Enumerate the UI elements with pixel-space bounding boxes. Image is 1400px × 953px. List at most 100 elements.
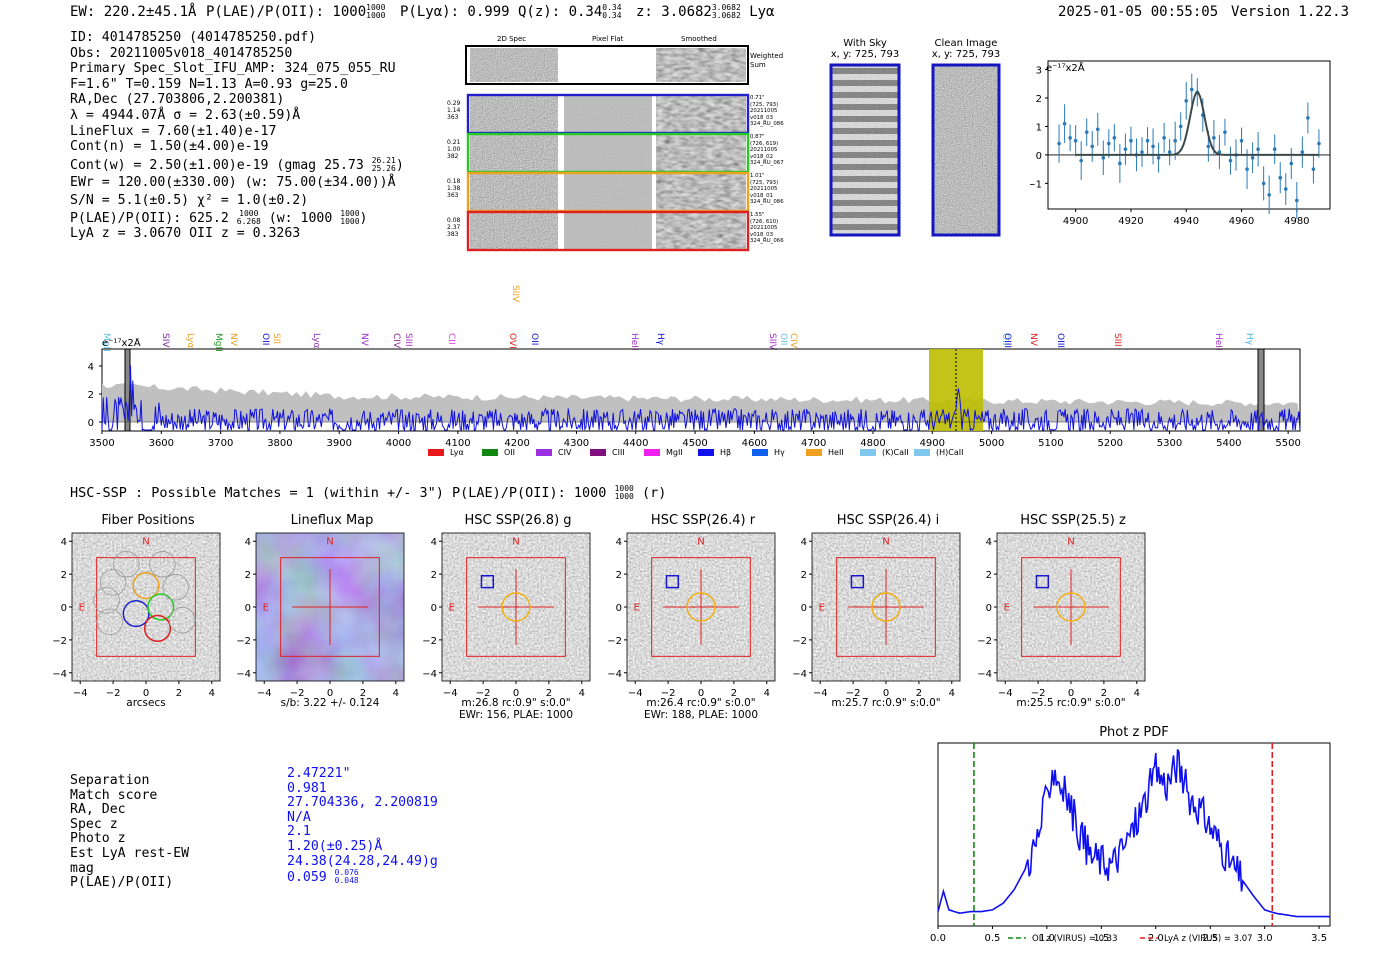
cutout-row-left-value: 363	[447, 114, 459, 121]
spectrum-xtick-label: 5200	[1097, 438, 1122, 449]
header-plae: P(LAE)/P(OII): 1000 1000 1000	[206, 4, 385, 21]
stamp-ytick-label: 2	[801, 570, 807, 581]
cutouts-panel	[465, 45, 750, 252]
spectrum-xtick-label: 3800	[267, 438, 292, 449]
stamp-caption: arcsecs	[126, 697, 166, 709]
stamp-xtick-label: 0	[327, 688, 333, 699]
cutout-row-right-value: v018_02	[750, 153, 774, 160]
spectrum-legend-label: Hβ	[720, 448, 732, 457]
spectrum-xtick-label: 4100	[445, 438, 470, 449]
zoom-point	[1184, 99, 1189, 103]
cutout-row-right-value: 20211005	[750, 186, 778, 193]
stamp-ytick-label: 0	[61, 603, 67, 614]
aperture-circle	[686, 592, 716, 622]
zoom-point	[1167, 150, 1172, 154]
stamp-caption-2: EWr: 188, PLAE: 1000	[643, 709, 759, 721]
clean-image-title: Clean Image x, y: 725, 793	[925, 38, 1007, 60]
cutout-col-header-pixelflat: Pixel Flat	[592, 35, 624, 43]
fiber-circle	[143, 614, 172, 642]
catalog-match-box	[1035, 575, 1050, 589]
compass-n: N	[142, 537, 149, 548]
spectrum-legend-label: MgII	[666, 448, 683, 457]
fiber-circle	[147, 593, 175, 621]
info-radec: RA,Dec (27.703806,2.200381)	[70, 92, 285, 108]
info-obs: Obs: 20211005v018_4014785250	[70, 45, 293, 61]
stamp-xtick-label: 4	[949, 688, 955, 699]
stamp-ytick-label: 4	[61, 537, 67, 548]
stamp-title: HSC SSP(26.8) g	[464, 513, 572, 528]
zoom-point	[1295, 198, 1299, 203]
fiber-circle	[132, 572, 160, 600]
info-plae-w-lo: 1000	[340, 216, 360, 226]
aperture-circle	[871, 592, 901, 622]
stamp-ytick-label: 2	[245, 570, 251, 581]
spectrum-xtick-label: 4300	[564, 438, 589, 449]
photz-xtick-label: 2.0	[1148, 933, 1164, 944]
info-contw-hi: 26.21	[371, 155, 396, 165]
photz-legend-label: OII z (VIRUS) = 0.33	[1032, 934, 1118, 944]
stamp-xtick-label: −2	[290, 688, 305, 699]
catalog-match-box	[850, 575, 865, 589]
stamp-caption-2: EWr: 156, PLAE: 1000	[458, 709, 574, 721]
stamp-xtick-label: 2	[546, 688, 552, 699]
stamp-xtick-label: −4	[73, 688, 88, 699]
full-spectrum: e⁻¹⁷x2Å 4 2 0 3500 3600 3700 3800 3900 4000 4100 4…	[88, 338, 1301, 449]
cutout-row-right-info: 1.01" (725, 793) 20211005 v018_01 324_RU_086	[750, 173, 784, 206]
photz-xtick-label: 3.0	[1257, 933, 1273, 944]
spectrum-legend-item: Lyα	[428, 448, 464, 457]
zoom-ytick-label: 1	[1036, 122, 1042, 133]
cutout-row-right-value: 20211005	[750, 147, 778, 154]
zoom-point	[1206, 144, 1211, 149]
stamp-image: N E 4 2 0 −2 −4 −4 −2 0 2 4	[422, 532, 591, 699]
zoom-point	[1068, 136, 1072, 140]
stamp-ytick-label: 0	[986, 603, 992, 614]
match-value-ew: 1.20(±0.25)Å	[287, 838, 383, 854]
compass-e: E	[79, 602, 85, 613]
stamp-search-box	[466, 557, 566, 657]
spectrum-xtick-label: 4400	[623, 438, 648, 449]
cutout-row-left-value: 2.37	[447, 224, 461, 231]
cutout-col-header-smoothed: Smoothed	[681, 35, 717, 43]
spectrum-legend-swatch	[860, 449, 876, 456]
header-z-hi: 3.0682	[711, 3, 741, 12]
cutout-row-right-value: (725, 793)	[750, 101, 779, 108]
match-value-plae-lo: 0.048	[334, 876, 359, 886]
spectrum-legend-swatch	[752, 449, 768, 456]
stamp-xtick-label: 2	[916, 688, 922, 699]
cutout-row-left-value: 0.18	[447, 178, 461, 185]
spectrum-xtick-label: 4200	[504, 438, 529, 449]
header-version: Version 1.22.3	[1231, 4, 1350, 20]
stamp-ytick-label: −2	[977, 636, 992, 647]
cutout-row-spec	[470, 174, 558, 210]
zoom-ytick-label: 0	[1036, 151, 1042, 162]
stamp-ytick-label: −2	[607, 636, 622, 647]
zoom-point	[1079, 158, 1083, 163]
cutout-row-pixelflat	[564, 174, 652, 210]
spectrum-xtick-label: 4000	[386, 438, 411, 449]
stamp-xtick-label: 0	[513, 688, 519, 699]
spectrum-noise-band	[102, 383, 1300, 422]
stamp-image: N E 4 2 0 −2 −4 −4 −2 0 2 4	[977, 532, 1146, 699]
photz-xtick-label: 3.5	[1311, 933, 1327, 944]
header-qz-label: Q(z): 0.34	[518, 4, 603, 20]
spectrum-legend-swatch	[644, 449, 660, 456]
cutout-row-smoothed	[656, 135, 746, 171]
zoom-point	[1084, 130, 1089, 134]
info-primary: Primary Spec_Slot_IFU_AMP: 324_075_055_R…	[70, 61, 396, 77]
cutout-col-header-2dspec: 2D Spec	[497, 35, 527, 43]
cutout-row-right-value: 324_RU_067	[750, 160, 784, 167]
stamp-image: N E 4 2 0 −2 −4 −4 −2 0 2 4	[236, 532, 405, 699]
spectrum-xtick-label: 3600	[149, 438, 174, 449]
match-label-separation: Separation	[70, 773, 150, 788]
header-z: z: 3.0682 3.0682 3.0682 Lyα	[636, 3, 775, 21]
with-sky-frame	[829, 63, 901, 237]
stamp-xtick-label: 0	[698, 688, 704, 699]
cutout-row-right-info: 1.55" (726, 610) 20211005 v018_03 324_RU_066	[750, 212, 784, 245]
cutout-row-right-value: 0.71"	[750, 95, 765, 101]
spectrum-xtick-label: 3700	[208, 438, 233, 449]
compass-e: E	[819, 602, 825, 613]
catalog-match-box	[665, 575, 680, 589]
zoom-chart: e⁻¹⁷x2Å 3 2 1 0 −1 4900 4920 4940 4960 4980	[1030, 60, 1331, 227]
zoom-point	[1162, 136, 1166, 140]
zoom-point	[1112, 136, 1117, 140]
